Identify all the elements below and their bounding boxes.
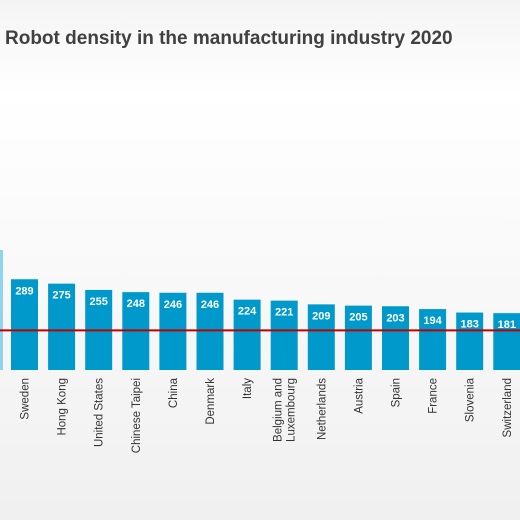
bar-value-label: 205 [349, 312, 367, 324]
bar-value-label: 221 [275, 307, 293, 319]
bar-value-label: 246 [164, 299, 182, 311]
bar-value-label: 255 [90, 296, 108, 308]
bar [419, 309, 447, 370]
bar-value-label: 183 [461, 319, 479, 331]
category-label: France [428, 378, 440, 414]
bar-value-label: 275 [52, 290, 70, 302]
bar-value-label: 194 [423, 315, 442, 327]
category-label: Chinese Taipei [131, 378, 143, 453]
bar [233, 299, 261, 370]
partial-bar [0, 250, 3, 370]
bar [382, 306, 409, 370]
category-label: United States [94, 378, 106, 447]
chart-title: Robot density in the manufacturing indus… [5, 28, 453, 49]
bar [11, 279, 38, 370]
bar [344, 305, 372, 370]
bar-value-label: 181 [498, 319, 516, 331]
bar-value-label: 203 [386, 312, 404, 324]
bar [270, 300, 298, 370]
category-label: Denmark [205, 378, 217, 425]
category-label: Italy [242, 378, 254, 399]
category-label: Belgium andLuxembourg [273, 378, 298, 442]
category-label: Netherlands [316, 378, 328, 440]
bar-value-label: 248 [127, 298, 145, 310]
category-label: Hong Kong [57, 378, 69, 436]
category-label: Spain [391, 378, 403, 407]
bar-value-label: 289 [15, 285, 33, 297]
bar [493, 313, 520, 370]
category-label: Austria [353, 377, 365, 413]
bar-value-label: 209 [312, 310, 330, 322]
bar [48, 283, 76, 370]
bar [456, 312, 484, 370]
category-label: China [168, 377, 180, 408]
bar-value-label: 246 [201, 299, 219, 311]
bar [307, 304, 335, 370]
bar-value-label: 224 [238, 306, 257, 318]
category-label: Sweden [20, 378, 32, 420]
category-label: Slovenia [465, 377, 477, 422]
category-label: Switzerland [502, 378, 514, 437]
